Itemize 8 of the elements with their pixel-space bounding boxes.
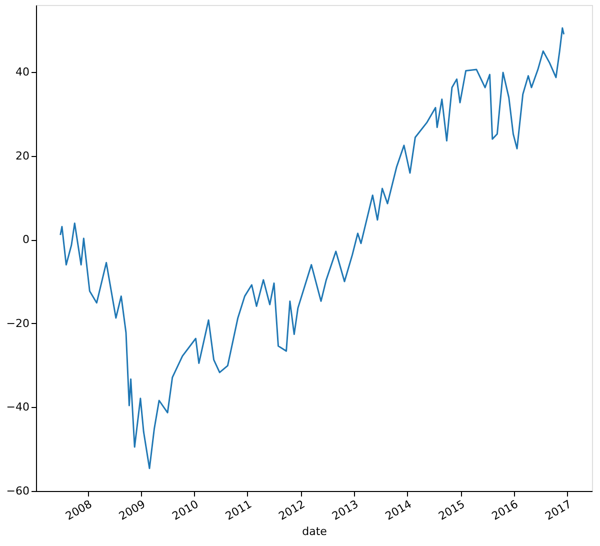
y-tick-label: −60 [6, 484, 30, 498]
y-tick-label: −40 [6, 400, 30, 414]
y-tick-label: 0 [22, 233, 30, 246]
y-tick-label: 40 [16, 66, 30, 79]
x-axis-title: date [302, 525, 328, 538]
line-series [60, 27, 565, 470]
y-tick-label: 20 [16, 149, 30, 162]
y-tick-label: −20 [6, 316, 30, 330]
